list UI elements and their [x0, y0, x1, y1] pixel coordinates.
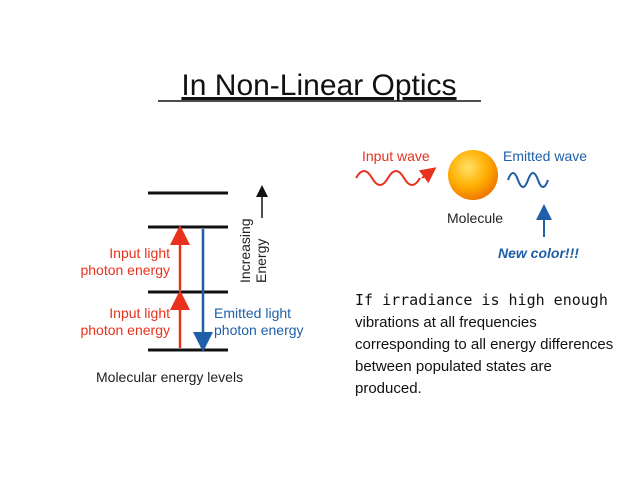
title: In Non-Linear Optics — [181, 69, 456, 102]
input-wave-label: Input wave — [362, 148, 430, 164]
input-wave-arrow — [418, 167, 437, 184]
molecule — [448, 150, 498, 200]
energy-diagram: Increasing Energy Input light photon ene… — [80, 185, 304, 385]
emitted-wave — [507, 172, 549, 188]
new-color-label: New color!!! — [498, 245, 579, 261]
wave-diagram: Input wave Molecule Emitted wave New col… — [355, 148, 587, 261]
input-label: Input light — [109, 305, 170, 321]
axis-label: Increasing — [237, 218, 253, 283]
emitted-label: Emitted light — [214, 305, 291, 321]
input-wave — [355, 170, 421, 186]
body-text: If irradiance is high enough vibrations … — [355, 289, 617, 400]
body-lead: If irradiance is high enough — [355, 291, 608, 309]
axis-label: Energy — [253, 239, 269, 283]
input-label: Input light — [109, 245, 170, 261]
input-label: photon energy — [80, 262, 170, 278]
molecule-label: Molecule — [447, 210, 503, 226]
caption: Molecular energy levels — [96, 369, 243, 385]
emitted-label: photon energy — [214, 322, 304, 338]
body-rest: vibrations at all frequencies correspond… — [355, 314, 614, 397]
input-label: photon energy — [80, 322, 170, 338]
emitted-wave-label: Emitted wave — [503, 148, 587, 164]
